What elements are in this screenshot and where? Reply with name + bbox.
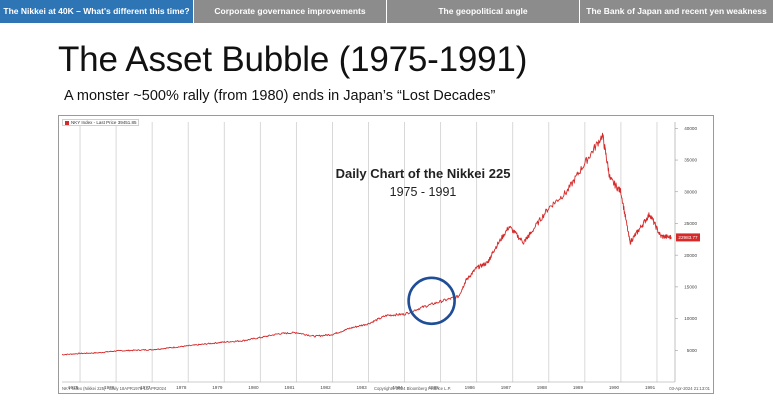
y-tick-label: 15000: [684, 284, 697, 289]
y-tick-label: 10000: [684, 316, 697, 321]
x-tick-label: 1987: [501, 385, 512, 390]
x-tick-label: 1983: [356, 385, 367, 390]
x-tick-label: 1979: [212, 385, 223, 390]
highlight-circle-1985: [407, 276, 456, 326]
y-tick-label: 30000: [684, 189, 697, 194]
x-tick-label: 1988: [537, 385, 548, 390]
slide-subtitle: A monster ~500% rally (from 1980) ends i…: [64, 88, 496, 104]
x-tick-label: 1991: [645, 385, 656, 390]
last-price-tag: [676, 233, 700, 242]
chart-subheading: 1975 - 1991: [389, 185, 457, 199]
x-tick-label: 1982: [320, 385, 331, 390]
chart-heading: Daily Chart of the Nikkei 225: [335, 166, 511, 181]
y-tick-label: 40000: [684, 126, 697, 131]
tab-corporate-governance[interactable]: Corporate governance improvements: [193, 0, 386, 23]
y-tick-label: 25000: [684, 221, 697, 226]
series-line-nky-index: [61, 132, 672, 356]
tab-nikkei-at-40k[interactable]: The Nikkei at 40K – What's different thi…: [0, 0, 193, 23]
x-tick-label: 1985: [429, 385, 440, 390]
y-tick-label: 35000: [684, 158, 697, 163]
x-tick-label: 1986: [465, 385, 476, 390]
top-tab-bar: The Nikkei at 40K – What's different thi…: [0, 0, 773, 23]
x-tick-label: 1975: [68, 385, 79, 390]
x-tick-label: 1977: [140, 385, 151, 390]
slide-title: The Asset Bubble (1975-1991): [58, 40, 528, 79]
chart-footer-left: NKY Index (Nikkei 225) · Daily 18APR1975…: [62, 386, 167, 391]
x-tick-label: 1978: [176, 385, 187, 390]
x-tick-label: 1990: [609, 385, 620, 390]
x-tick-label: 1976: [104, 385, 115, 390]
chart-footer-timestamp: 03-Apr-2024 21:13:01: [669, 386, 710, 391]
nikkei-chart: 1975 1976 1977 1978 1979 1980 1981 1982 1983 1984…: [61, 122, 700, 390]
last-price-tag-label: 22983.77: [678, 235, 698, 240]
legend-label: NKY Index - Last Price 39451.85: [71, 120, 137, 125]
chart-panel: 1975 1976 1977 1978 1979 1980 1981 1982 1983 1984…: [58, 115, 714, 394]
x-tick-label: 1980: [248, 385, 259, 390]
x-tick-label: 1981: [284, 385, 295, 390]
x-tick-label: 1989: [573, 385, 584, 390]
chart-legend: NKY Index - Last Price 39451.85: [62, 119, 140, 126]
tab-geopolitical-angle[interactable]: The geopolitical angle: [386, 0, 579, 23]
chart-footer-copyright: Copyright© 2024 Bloomberg Finance L.P.: [374, 386, 452, 391]
y-tick-label: 20000: [684, 253, 697, 258]
x-tick-label: 1984: [393, 385, 404, 390]
legend-swatch-icon: [65, 120, 69, 125]
tab-bank-of-japan[interactable]: The Bank of Japan and recent yen weaknes…: [579, 0, 773, 23]
y-tick-label: 5000: [687, 348, 698, 353]
